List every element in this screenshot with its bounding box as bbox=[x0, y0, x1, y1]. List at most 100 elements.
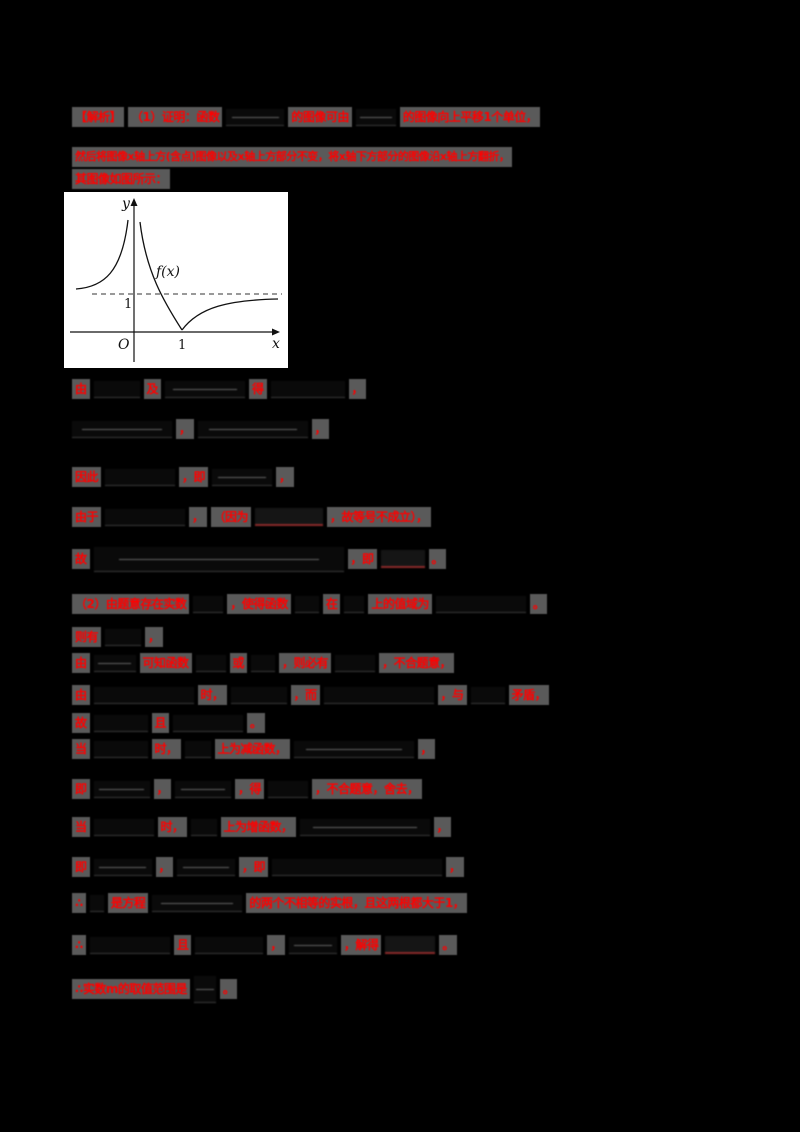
math-formula bbox=[89, 936, 170, 954]
math-formula bbox=[184, 740, 211, 758]
text-fragment: ，不合题意， bbox=[379, 653, 455, 673]
math-formula bbox=[195, 936, 264, 954]
solution-line-4: 由 及 得 ， bbox=[72, 378, 367, 400]
y-axis-label: y bbox=[121, 196, 131, 212]
text-fragment: 当 bbox=[72, 817, 90, 837]
math-formula bbox=[385, 936, 436, 954]
text-fragment: 可知函数 bbox=[139, 653, 192, 673]
text-fragment: ， bbox=[145, 627, 163, 647]
text-fragment: ，解得 bbox=[340, 935, 382, 955]
math-formula bbox=[105, 628, 142, 646]
solution-line-16: 当 时， 上为增函数， ， bbox=[72, 816, 452, 838]
graph-svg: y x O 1 1 f(x) bbox=[70, 196, 282, 362]
text-fragment: 在 bbox=[322, 594, 341, 614]
text-fragment: 且 bbox=[173, 935, 192, 955]
solution-line-18: ∴ 是方程 的两个不相等的实根，且这两根都大于1， bbox=[72, 892, 468, 914]
text-fragment: ， bbox=[348, 379, 367, 399]
text-fragment: 的图像可由 bbox=[288, 107, 352, 127]
text-fragment: 的两个不相等的实根，且这两根都大于1， bbox=[246, 893, 468, 913]
solution-line-17: 即 ， ，即 ， bbox=[72, 856, 464, 878]
text-fragment: 即 bbox=[72, 779, 90, 799]
math-formula bbox=[105, 468, 176, 486]
math-formula bbox=[93, 780, 150, 798]
math-formula bbox=[93, 858, 152, 876]
math-formula bbox=[93, 654, 136, 672]
text-fragment: 即 bbox=[72, 857, 90, 877]
text-fragment: 是方程 bbox=[107, 893, 149, 913]
math-formula bbox=[173, 714, 244, 732]
math-formula bbox=[270, 380, 345, 398]
curve-label: f(x) bbox=[155, 264, 180, 280]
math-formula bbox=[294, 595, 319, 613]
solution-line-12: 由 时， ，而 ，与 矛盾， bbox=[72, 684, 550, 706]
solution-line-9: （2）由题意存在实数 ，使得函数 在 上的值域为 。 bbox=[72, 593, 548, 615]
math-formula bbox=[93, 546, 344, 572]
text-fragment: ，而 bbox=[290, 685, 320, 705]
text-fragment: ， bbox=[446, 857, 464, 877]
solution-line-13: 故 且 。 bbox=[72, 712, 265, 734]
math-formula bbox=[212, 468, 273, 486]
math-formula bbox=[93, 818, 154, 836]
text-fragment: 。 bbox=[439, 935, 457, 955]
math-formula bbox=[193, 595, 224, 613]
y-tick-1: 1 bbox=[124, 297, 132, 312]
text-fragment: 的图像向上平移1个单位， bbox=[399, 107, 541, 127]
math-formula bbox=[335, 654, 376, 672]
text-fragment: 得 bbox=[249, 379, 267, 399]
part-2-heading: （2）由题意存在实数 bbox=[72, 594, 190, 614]
text-fragment: ，使得函数 bbox=[227, 594, 291, 614]
text-fragment: 及 bbox=[143, 379, 162, 399]
text-fragment: ， bbox=[267, 935, 285, 955]
text-fragment: ， bbox=[433, 817, 452, 837]
text-fragment: （因为 bbox=[210, 507, 252, 527]
text-fragment: 矛盾， bbox=[508, 685, 550, 705]
x-tick-1: 1 bbox=[178, 338, 186, 353]
text-fragment: ，与 bbox=[437, 685, 467, 705]
text-fragment: 上的值域为 bbox=[368, 594, 432, 614]
text-fragment: 上为减函数， bbox=[214, 739, 290, 759]
text-fragment: 故 bbox=[72, 549, 90, 569]
solution-line-10: 则有 ， bbox=[72, 626, 163, 648]
solution-line-7: 由于 ， （因为 ，故等号不成立）， bbox=[72, 506, 431, 528]
math-formula bbox=[355, 108, 396, 126]
solution-line-14: 当 时， 上为减函数， ， bbox=[72, 738, 436, 760]
solution-line-19: ∴ 且 ， ，解得 。 bbox=[72, 934, 457, 956]
math-formula bbox=[255, 508, 324, 526]
text-fragment: 上为增函数， bbox=[220, 817, 296, 837]
math-formula bbox=[323, 686, 434, 704]
origin-label: O bbox=[118, 337, 130, 353]
math-formula bbox=[175, 780, 232, 798]
text-fragment: ，故等号不成立）， bbox=[327, 507, 431, 527]
text-fragment: 当 bbox=[72, 739, 90, 759]
text-fragment: ， bbox=[311, 419, 330, 439]
text-fragment: ，则必有 bbox=[279, 653, 332, 673]
solution-line-8: 故 ，即 。 bbox=[72, 546, 447, 572]
text-fragment: ∴ bbox=[72, 935, 86, 955]
math-formula bbox=[93, 686, 194, 704]
text-fragment: 。 bbox=[428, 549, 447, 569]
text-fragment: ， bbox=[189, 507, 207, 527]
text-fragment: 。 bbox=[247, 713, 265, 733]
math-formula bbox=[272, 858, 443, 876]
math-formula bbox=[177, 858, 236, 876]
math-formula bbox=[190, 818, 217, 836]
text-fragment: ，即 bbox=[347, 549, 377, 569]
x-axis-label: x bbox=[272, 336, 280, 352]
text-fragment: ，即 bbox=[179, 467, 209, 487]
text-fragment: 然后将图像x轴上方(含点)图像以及x轴上方部分不变，将x轴下方部分的图像沿x轴上… bbox=[72, 147, 513, 167]
math-formula bbox=[152, 894, 243, 912]
text-fragment: 。 bbox=[219, 979, 238, 999]
math-formula bbox=[93, 714, 148, 732]
math-formula bbox=[344, 595, 365, 613]
math-formula bbox=[195, 654, 226, 672]
text-fragment: 其图像如图所示： bbox=[72, 169, 171, 189]
analysis-heading: 【解析】 bbox=[72, 107, 125, 127]
solution-line-1: 【解析】 （1）证明：函数 的图像可由 的图像向上平移1个单位， bbox=[72, 106, 541, 128]
text-fragment: ， bbox=[176, 419, 194, 439]
math-formula bbox=[288, 936, 337, 954]
text-fragment: ， bbox=[276, 467, 294, 487]
text-fragment: 由 bbox=[72, 653, 90, 673]
text-fragment: 由 bbox=[72, 379, 90, 399]
solution-line-5: ， ， bbox=[72, 418, 330, 440]
solution-line-3: 其图像如图所示： bbox=[72, 168, 171, 190]
